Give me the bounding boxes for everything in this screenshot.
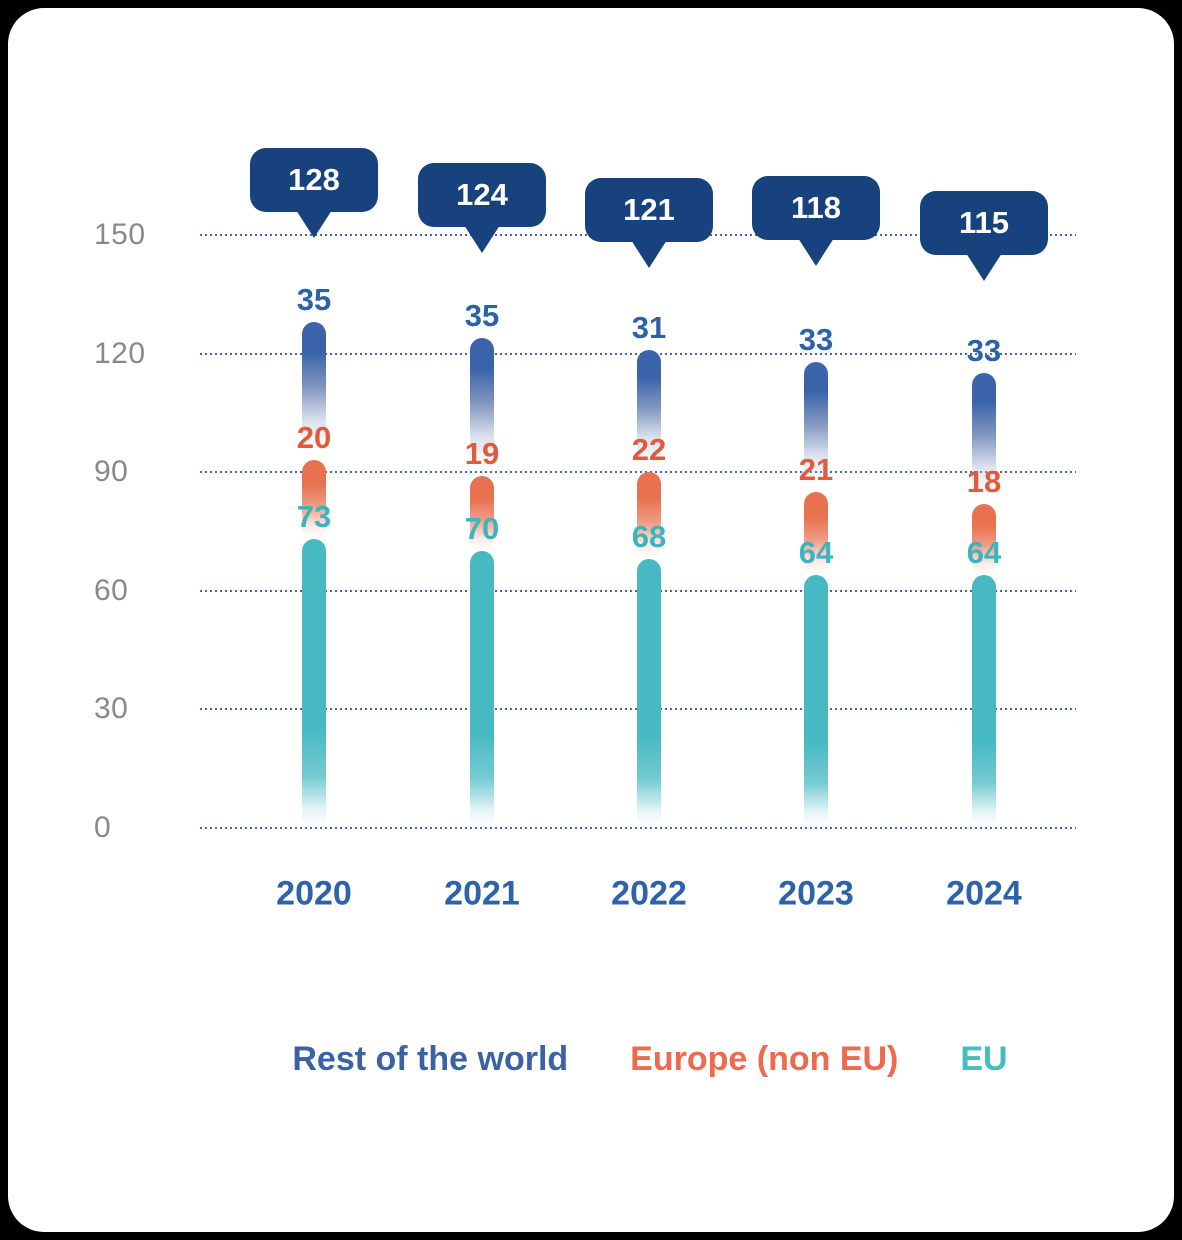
total-bubble: 124 [418,163,546,227]
value-label: 19 [464,436,500,472]
bar-segment-eu [972,574,996,828]
gridline-y-120 [200,352,1076,355]
bar-segment-europe-non-eu [470,476,494,552]
value-label: 31 [631,309,667,345]
bar-segment-rest-of-the-world [302,321,326,461]
value-label: 33 [798,321,834,357]
x-axis-label-2021: 2021 [444,874,520,913]
bar-segment-eu [302,539,326,828]
value-label: 68 [631,519,667,555]
value-label: 35 [296,281,332,317]
y-tick-label: 120 [94,336,146,370]
chart-legend: Rest of the world Europe (non EU) EU [67,1040,1182,1079]
value-label: 20 [296,420,332,456]
x-axis-label-2020: 2020 [276,874,352,913]
x-axis-label-2024: 2024 [946,874,1022,913]
y-tick-label: 90 [94,455,129,489]
gridline-y-90 [200,471,1076,474]
bar-segment-eu [637,559,661,828]
y-tick-label: 30 [94,692,129,726]
legend-item-europe-non-eu: Europe (non EU) [630,1040,899,1078]
value-label: 64 [798,534,834,570]
bar-segment-europe-non-eu [302,460,326,540]
legend-item-rest-of-world: Rest of the world [292,1040,569,1078]
legend-item-eu: EU [960,1040,1008,1078]
gridline-y-0 [200,827,1076,829]
value-label: 22 [631,432,667,468]
bar-segment-rest-of-the-world [637,349,661,473]
y-tick-label: 150 [94,218,146,251]
bar-segment-europe-non-eu [804,491,828,575]
x-axis-label-2022: 2022 [611,874,687,913]
value-label: 21 [798,451,834,487]
bar-segment-europe-non-eu [637,472,661,560]
y-tick-label: 0 [94,811,112,844]
bar-segment-rest-of-the-world [804,361,828,492]
chart-card: 0 30 60 90 120 150 73 20 35 128 2020 70 19 35 124 2021 6… [8,8,1174,1232]
value-label: 18 [966,463,1002,499]
total-bubble: 118 [752,176,880,240]
y-tick-label: 60 [94,573,129,607]
value-label: 33 [966,333,1002,369]
value-label: 70 [464,511,500,547]
stacked-bar-chart: 0 30 60 90 120 150 73 20 35 128 2020 70 19 35 124 2021 6… [8,8,1174,1232]
bar-segment-eu [804,574,828,828]
x-axis-label-2023: 2023 [778,874,854,913]
total-bubble: 121 [585,178,713,242]
bar-segment-rest-of-the-world [972,373,996,504]
total-bubble: 115 [920,191,1048,255]
value-label: 64 [966,534,1002,570]
bar-segment-rest-of-the-world [470,337,494,477]
bar-segment-eu [470,551,494,828]
value-label: 73 [296,499,332,535]
value-label: 35 [464,297,500,333]
bar-segment-europe-non-eu [972,503,996,575]
total-bubble: 128 [250,148,378,212]
